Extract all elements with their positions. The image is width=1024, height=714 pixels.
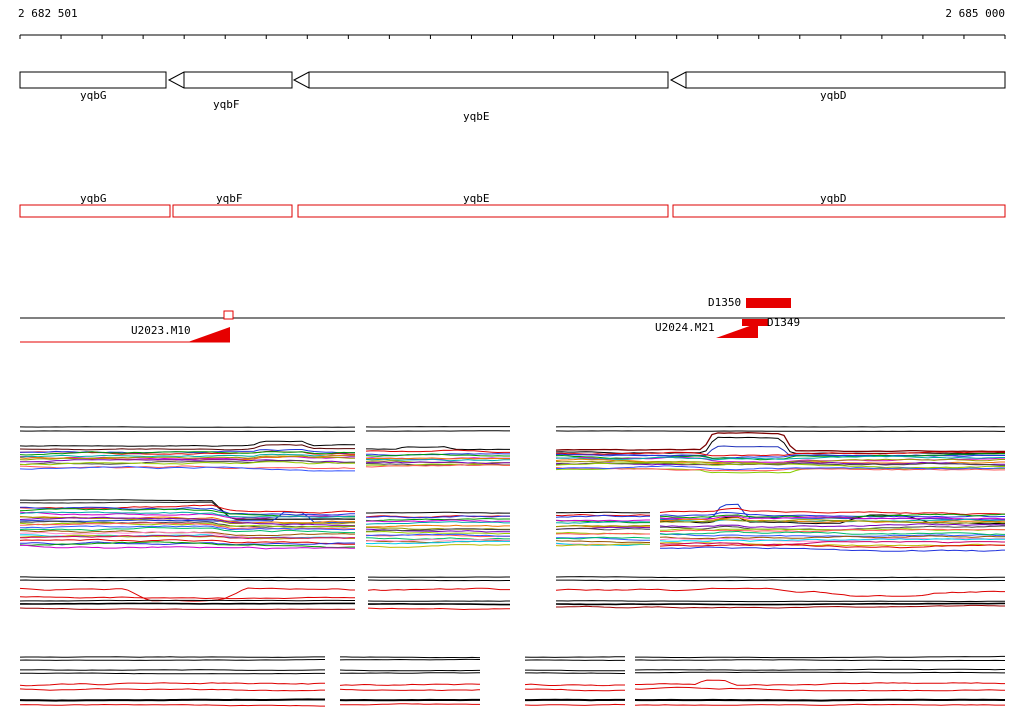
gene-boxes-track — [19, 204, 1006, 218]
profiles-row-2-segment-1 — [19, 499, 355, 550]
profiles-row-3-segment-2 — [367, 576, 510, 611]
profiles-row-4-segment-1 — [19, 656, 325, 707]
profiles-row-2 — [19, 499, 1005, 552]
gene-arrow-yqbd[interactable] — [669, 71, 1006, 89]
profiles-row-2-segment-2 — [365, 511, 510, 548]
marker-d1350[interactable] — [746, 298, 791, 308]
gene-arrows-track — [19, 71, 1006, 89]
gene-box-yqbf[interactable] — [172, 204, 293, 218]
marker-u2023[interactable] — [20, 310, 234, 343]
profiles-row-4-segment-2 — [339, 656, 480, 706]
gene-arrow-yqbg[interactable] — [19, 71, 167, 89]
profiles-row-3 — [19, 576, 1005, 611]
expression-profiles — [19, 426, 1005, 707]
coordinate-ruler — [19, 34, 1006, 39]
gene-box-label-yqbe: yqbE — [463, 192, 490, 205]
gene-box-label-yqbd: yqbD — [820, 192, 847, 205]
profiles-row-1-segment-2 — [365, 426, 510, 468]
marker-label-u2024-m21: U2024.M21 — [655, 321, 715, 334]
marker-u2024[interactable] — [716, 323, 758, 338]
gene-arrow-yqbe[interactable] — [292, 71, 669, 89]
gene-box-label-yqbf: yqbF — [216, 192, 243, 205]
gene-arrow-label-yqbf: yqbF — [213, 98, 240, 111]
gene-box-yqbd[interactable] — [672, 204, 1006, 218]
profiles-row-3-segment-1 — [19, 576, 355, 610]
marker-label-u2023-m10: U2023.M10 — [131, 324, 191, 337]
marker-label-d1349: D1349 — [767, 316, 801, 329]
gene-arrow-label-yqbd: yqbD — [820, 89, 847, 102]
gene-box-yqbe[interactable] — [297, 204, 669, 218]
profiles-row-4-segment-3 — [524, 656, 625, 706]
profiles-row-4 — [19, 655, 1005, 707]
profiles-row-4-segment-4 — [634, 655, 1005, 706]
gene-arrow-label-yqbg: yqbG — [80, 89, 107, 102]
gene-box-label-yqbg: yqbG — [80, 192, 107, 205]
profiles-row-2-segment-4 — [659, 503, 1005, 552]
profiles-row-1-segment-1 — [19, 426, 355, 472]
profiles-row-1-segment-3 — [555, 426, 1005, 474]
profiles-row-2-segment-3 — [555, 511, 650, 547]
marker-d1349[interactable] — [742, 319, 768, 326]
primer-markers-track — [20, 298, 1005, 343]
profiles-row-3-segment-3 — [555, 576, 1005, 609]
coordinate-start-label: 2 682 501 — [18, 7, 78, 20]
coordinate-end-label: 2 685 000 — [945, 7, 1005, 20]
gene-arrow-yqbf[interactable] — [167, 71, 293, 89]
marker-label-d1350: D1350 — [708, 296, 742, 309]
gene-arrow-label-yqbe: yqbE — [463, 110, 490, 123]
profiles-row-1 — [19, 426, 1005, 474]
gene-box-yqbg[interactable] — [19, 204, 171, 218]
